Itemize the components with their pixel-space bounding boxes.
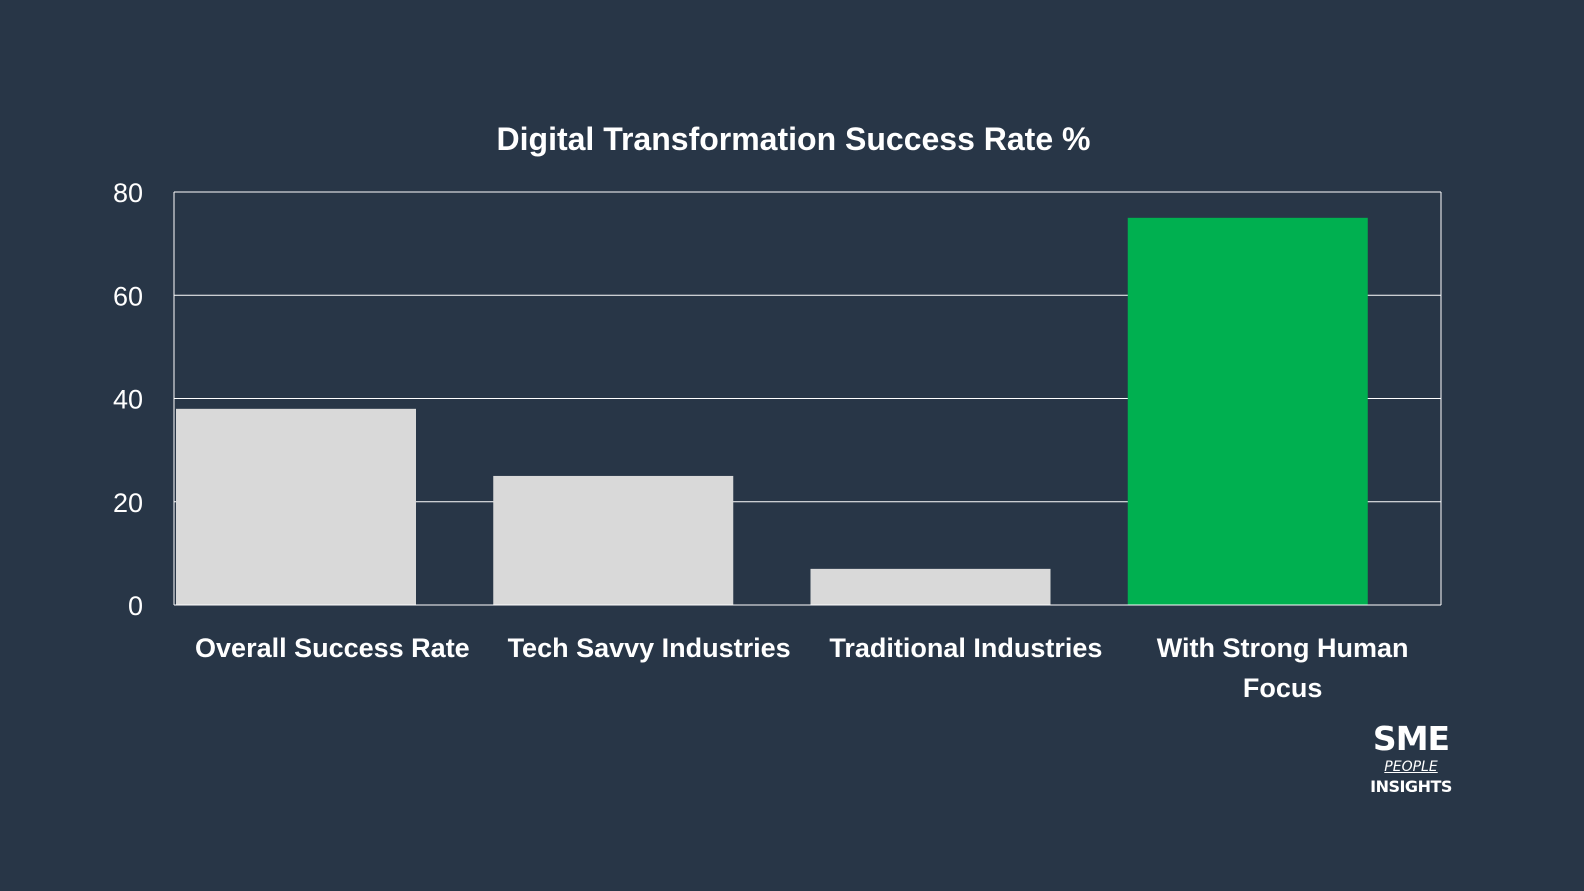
x-category-label-3: Traditional Industries — [829, 633, 1102, 663]
logo-sub-text: PEOPLE — [1384, 759, 1438, 775]
x-category-label-4: With Strong Human Focus — [1157, 633, 1409, 703]
x-category-label-2: Tech Savvy Industries — [508, 633, 791, 663]
logo-sub2-text: INSIGHTS — [1370, 777, 1452, 796]
chart-title: Digital Transformation Success Rate % — [497, 121, 1091, 157]
y-tick-label-80: 80 — [113, 178, 143, 208]
y-tick-label-40: 40 — [113, 385, 143, 415]
y-tick-label-0: 0 — [128, 591, 143, 621]
y-tick-label-60: 60 — [113, 281, 143, 311]
bar-1 — [176, 408, 416, 605]
brand-logo: SME PEOPLE INSIGHTS — [1356, 722, 1466, 798]
bar-4 — [1127, 217, 1368, 605]
y-tick-label-20: 20 — [113, 488, 143, 518]
bar-2 — [493, 475, 734, 605]
logo-main-text: SME — [1372, 719, 1450, 758]
bar-3 — [810, 568, 1051, 605]
x-category-label-1: Overall Success Rate — [195, 633, 470, 663]
